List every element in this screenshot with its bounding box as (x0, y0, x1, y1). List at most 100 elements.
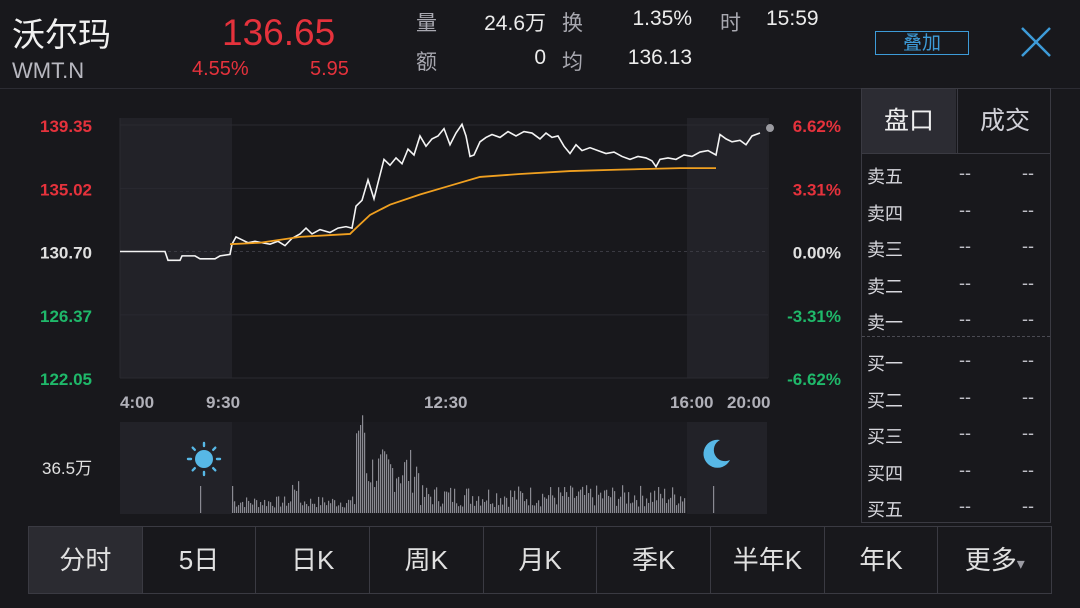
overlay-button[interactable]: 叠加 (875, 31, 969, 55)
tab-period-3[interactable]: 周K (370, 527, 484, 593)
last-price: 136.65 (222, 12, 336, 53)
volume-bar (418, 473, 420, 513)
tab-period-7[interactable]: 年K (825, 527, 939, 593)
volume-bar (284, 496, 286, 513)
book-qty: -- (1022, 236, 1034, 257)
book-qty: -- (1022, 423, 1034, 444)
volume-bar (294, 489, 296, 513)
avg-price-line (229, 167, 716, 246)
y-tick-left: 135.02 (40, 180, 92, 199)
volume-bar (426, 487, 428, 513)
volume-bar (554, 497, 556, 513)
volume-bar (490, 503, 492, 513)
volume-bar (472, 496, 474, 513)
volume-bar (536, 502, 538, 513)
tab-period-1[interactable]: 5日 (143, 527, 257, 593)
volume-bar (390, 464, 392, 513)
volume-bar (360, 425, 362, 513)
sun-icon (186, 441, 222, 477)
volume-bar (352, 496, 354, 513)
stock-name: 沃尔玛 (12, 16, 111, 53)
tab-period-2[interactable]: 日K (256, 527, 371, 593)
volume-bar (508, 506, 510, 513)
volume-bar (252, 504, 254, 513)
y-tick-left: 139.35 (40, 117, 92, 136)
volume-bar (286, 505, 288, 513)
x-tick: 4:00 (120, 393, 154, 412)
book-price: -- (959, 496, 971, 517)
volume-bar (432, 504, 434, 513)
volume-bar (644, 506, 646, 513)
tab-trades[interactable]: 成交 (957, 89, 1052, 153)
volume-bar (404, 462, 406, 513)
bid-row: 买二 -- -- (867, 381, 1047, 417)
stock-code: WMT.N (12, 58, 85, 83)
intraday-chart[interactable]: 139.35 135.02 130.70 126.37 122.05 6.62% 3.31… (0, 88, 860, 524)
volume-bar (620, 496, 622, 513)
close-icon[interactable] (1018, 24, 1054, 60)
volume-bar (628, 492, 630, 513)
volume-bar (582, 486, 584, 513)
y-tick-left: 130.70 (40, 244, 92, 263)
volume-bar (278, 496, 280, 513)
volume-bar (564, 487, 566, 513)
volume-bar (338, 505, 340, 513)
volume-bar (618, 498, 620, 513)
volume-bars (200, 415, 715, 513)
postmarket-volume-shade (687, 422, 767, 514)
volume-bar (656, 500, 658, 513)
volume-bar (594, 505, 596, 513)
volume-bar (662, 498, 664, 513)
volume-bar (580, 489, 582, 513)
volume-bar (526, 499, 528, 513)
volume-bar (240, 502, 242, 513)
volume-bar (316, 507, 318, 513)
volume-bar (540, 506, 542, 513)
volume-bar (412, 492, 414, 513)
period-tabs: 分时 5日 日K 周K 月K 季K 半年K 年K 更多▾ (28, 526, 1052, 594)
tab-orderbook[interactable]: 盘口 (862, 89, 956, 153)
volume-bar (556, 504, 558, 513)
volume-bar (660, 493, 662, 513)
price-line (120, 122, 761, 262)
bid-row: 买三 -- -- (867, 417, 1047, 453)
tab-period-6[interactable]: 半年K (711, 527, 825, 593)
tab-period-4[interactable]: 月K (484, 527, 598, 593)
volume-bar (388, 459, 390, 513)
volume-bar (592, 497, 594, 513)
book-level-label: 买二 (867, 390, 903, 411)
x-tick: 20:00 (727, 393, 770, 412)
volume-bar (290, 501, 292, 513)
volume-bar (406, 459, 408, 513)
volume-bar (614, 491, 616, 513)
ask-bid-divider (862, 336, 1050, 337)
book-price: -- (959, 236, 971, 257)
volume-bar (492, 503, 494, 513)
volume-bar (596, 485, 598, 513)
volume-bar (486, 500, 488, 513)
volume-bar (242, 501, 244, 513)
volume-bar (484, 501, 486, 513)
volume-bar (524, 501, 526, 513)
y-axis-left: 139.35 135.02 130.70 126.37 122.05 (40, 117, 92, 389)
volume-bar (562, 496, 564, 513)
volume-bar (420, 505, 422, 513)
y-tick-left: 126.37 (40, 307, 92, 326)
change-amount: 5.95 (310, 58, 349, 80)
volume-bar (322, 497, 324, 513)
volume-bar (260, 502, 262, 513)
volume-bar (482, 499, 484, 513)
volume-bar (612, 487, 614, 513)
volume-bar (380, 454, 382, 513)
volume-bar (616, 505, 618, 513)
tab-period-5[interactable]: 季K (597, 527, 712, 593)
volume-bar (640, 485, 642, 513)
tab-period-0[interactable]: 分时 (29, 527, 143, 593)
book-qty: -- (1022, 272, 1034, 293)
tab-period-8[interactable]: 更多▾ (964, 545, 1025, 575)
ask-row: 卖三 -- -- (867, 230, 1047, 266)
volume-bar (422, 485, 424, 513)
volume-bar (300, 502, 302, 513)
volume-bar (350, 500, 352, 513)
volume-bar (630, 503, 632, 513)
